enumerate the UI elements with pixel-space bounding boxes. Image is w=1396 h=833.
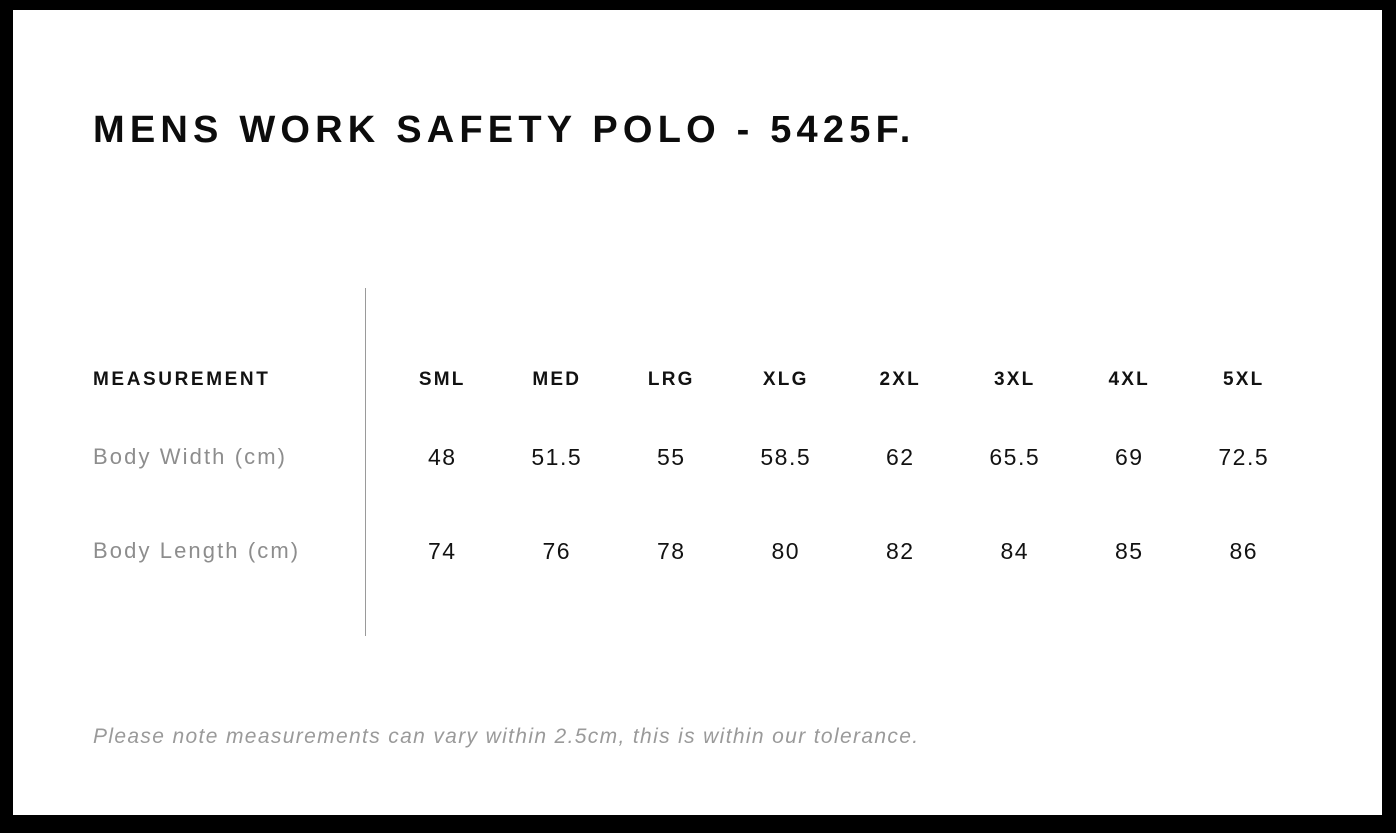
column-header-5xl: 5XL [1223,369,1265,390]
cell-body-width-lrg: 55 [656,443,686,470]
row-label-body-length: Body Length (cm) [93,538,301,563]
column-header-4xl: 4XL [1108,369,1150,390]
cell-body-width-2xl: 62 [885,443,915,470]
size-table-container: MEASUREMENT SML MED LRG XLG 2XL 3XL 4XL … [13,10,1382,815]
table-row: Body Width (cm) 48 51.5 55 58.5 62 65.5 … [93,410,1301,504]
cell-body-width-4xl: 69 [1114,443,1144,470]
column-header-sml: SML [418,369,466,390]
size-table: MEASUREMENT SML MED LRG XLG 2XL 3XL 4XL … [93,350,1301,598]
size-chart-card: MENS WORK SAFETY POLO - 5425F. MEASUREME… [13,10,1382,815]
cell-body-length-xlg: 80 [771,537,801,564]
cell-body-width-5xl: 72.5 [1218,443,1270,470]
cell-body-width-3xl: 65.5 [989,443,1041,470]
cell-body-length-5xl: 86 [1229,537,1259,564]
cell-body-width-xlg: 58.5 [760,443,812,470]
cell-body-length-med: 76 [542,537,572,564]
page-title: MENS WORK SAFETY POLO - 5425F. [93,109,916,151]
column-header-2xl: 2XL [879,369,921,390]
column-header-3xl: 3XL [994,369,1036,390]
column-header-xlg: XLG [762,369,809,390]
column-header-lrg: LRG [647,369,695,390]
cell-body-length-4xl: 85 [1114,537,1144,564]
table-row: Body Length (cm) 74 76 78 80 82 84 85 86 [93,504,1301,598]
table-vertical-divider [365,288,366,636]
cell-body-length-2xl: 82 [885,537,915,564]
tolerance-note: Please note measurements can vary within… [93,725,920,748]
column-header-measurement: MEASUREMENT [93,369,271,390]
cell-body-width-sml: 48 [427,443,457,470]
row-label-body-width: Body Width (cm) [93,444,288,469]
cell-body-length-sml: 74 [427,537,457,564]
cell-body-length-3xl: 84 [1000,537,1030,564]
cell-body-width-med: 51.5 [531,443,583,470]
column-header-med: MED [532,369,582,390]
cell-body-length-lrg: 78 [656,537,686,564]
table-header-row: MEASUREMENT SML MED LRG XLG 2XL 3XL 4XL … [93,350,1301,410]
